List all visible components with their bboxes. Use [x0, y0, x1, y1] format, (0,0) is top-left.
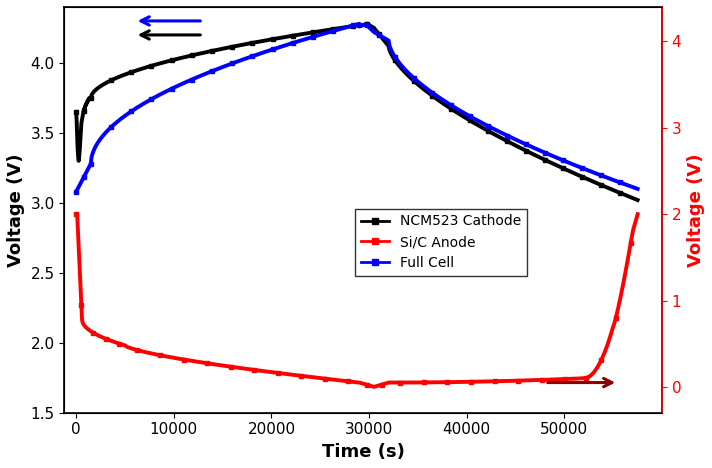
Legend: NCM523 Cathode, Si/C Anode, Full Cell: NCM523 Cathode, Si/C Anode, Full Cell: [355, 209, 527, 276]
Y-axis label: Voltage (V): Voltage (V): [7, 153, 25, 267]
X-axis label: Time (s): Time (s): [322, 443, 404, 461]
Y-axis label: Voltage (V): Voltage (V): [687, 153, 705, 267]
